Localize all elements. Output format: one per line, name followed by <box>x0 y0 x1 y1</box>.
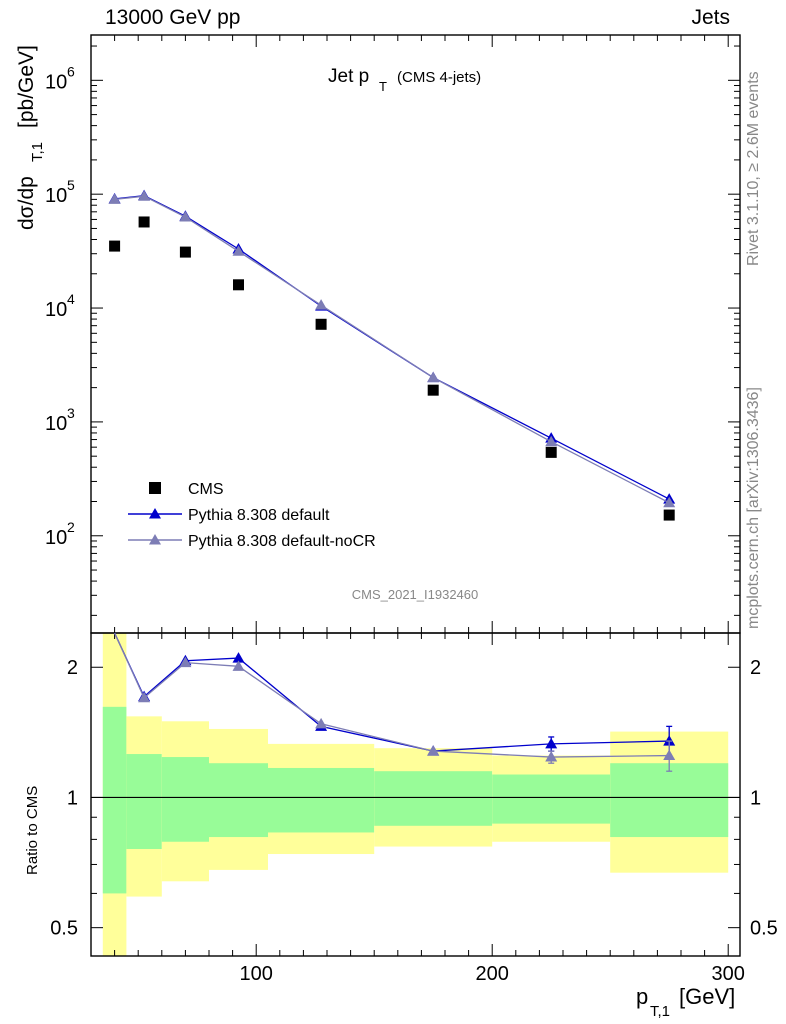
ratio-uncertainty-bands <box>91 633 740 956</box>
ratio-point-1 <box>427 745 440 756</box>
ratio-line-1 <box>114 632 670 758</box>
band-inner-0 <box>102 706 127 894</box>
x-tick-label: 300 <box>712 963 745 985</box>
ratio-y-tick-label-right: 1 <box>750 787 761 809</box>
ratio-point-1 <box>179 656 192 668</box>
series-line-2 <box>114 195 670 504</box>
series-point-2 <box>138 190 151 201</box>
data-point-cms <box>545 446 557 458</box>
chart-frames <box>90 34 741 957</box>
xlabel-subscript: T,1 <box>650 1003 670 1020</box>
y-tick-label-exponent: 4 <box>67 291 75 307</box>
title-main-text: Jet p <box>328 66 369 87</box>
legend-marker-2 <box>149 534 161 545</box>
y-tick-label-exponent: 3 <box>67 405 75 421</box>
y-tick-label-exponent: 6 <box>67 63 75 79</box>
data-point-cms <box>179 246 191 258</box>
band-inner-2 <box>161 757 209 842</box>
main-series <box>108 189 676 521</box>
series-point-2 <box>545 435 558 447</box>
band-inner-7 <box>610 763 729 838</box>
series-line-1 <box>114 195 670 500</box>
x-tick-label: 200 <box>476 963 509 985</box>
band-inner-4 <box>268 767 375 833</box>
title-extra-text: (CMS 4-jets) <box>397 69 481 86</box>
ratio-y-tick-label-right: 0.5 <box>750 918 778 940</box>
ratio-y-tick-label-right: 2 <box>750 657 761 679</box>
data-point-cms <box>138 216 150 228</box>
title-subscript: T <box>379 79 387 94</box>
header-jets-label: Jets <box>691 6 730 29</box>
legend-marker-cms <box>149 482 161 494</box>
ratio-line-0 <box>114 632 670 752</box>
legend-label-0: CMS <box>188 481 224 498</box>
ratio-point-0 <box>663 735 676 746</box>
y-tick-label-exponent: 5 <box>67 177 75 193</box>
data-point-cms <box>109 240 121 252</box>
legend-label-1: Pythia 8.308 default <box>188 507 330 524</box>
ratio-ylabel-text: Ratio to CMS <box>24 786 41 875</box>
data-point-cms <box>427 384 439 396</box>
ratio-y-tick-label-left: 1 <box>67 787 78 809</box>
ylabel-main-text: dσ/dp <box>15 176 38 230</box>
y-tick-label-base: 10 <box>45 71 67 93</box>
band-inner-5 <box>374 771 493 826</box>
y-tick-label-base: 10 <box>45 299 67 321</box>
y-tick-label-base: 10 <box>45 413 67 435</box>
y-tick-label-base: 10 <box>45 527 67 549</box>
header-energy-label: 13000 GeV pp <box>105 6 241 29</box>
series-point-2 <box>179 211 192 222</box>
ratio-plot-frame <box>90 632 741 957</box>
ratio-point-1 <box>315 717 328 729</box>
y-tick-label-exponent: 2 <box>67 519 75 535</box>
x-tick-label: 100 <box>240 963 273 985</box>
data-point-cms <box>663 509 675 521</box>
ratio-point-1 <box>138 691 151 703</box>
ratio-y-tick-label-left: 0.5 <box>50 918 78 940</box>
legend-marker-1 <box>149 508 161 519</box>
xlabel-main-text: p <box>636 984 648 1009</box>
ratio-series <box>114 632 676 772</box>
chart-legend: CMS Pythia 8.308 default Pythia 8.308 defa… <box>128 481 376 550</box>
data-point-cms <box>233 279 244 291</box>
band-inner-6 <box>492 774 611 824</box>
xlabel-unit: [GeV] <box>679 984 735 1009</box>
series-point-2 <box>663 496 676 508</box>
x-axis-label: p T,1 [GeV] <box>636 984 735 1020</box>
ratio-point-0 <box>545 737 558 749</box>
band-inner-1 <box>126 754 162 850</box>
series-point-2 <box>108 193 121 204</box>
main-chart-title: Jet p T (CMS 4-jets) <box>328 66 481 94</box>
ylabel-subscript: T,1 <box>29 142 46 162</box>
ratio-point-1 <box>545 751 558 762</box>
analysis-watermark: CMS_2021_I1932460 <box>352 587 479 602</box>
series-point-2 <box>232 245 245 256</box>
ratio-point-1 <box>232 660 245 671</box>
ratio-point-1 <box>663 749 676 761</box>
series-point-2 <box>315 299 328 310</box>
legend-label-2: Pythia 8.308 default-noCR <box>188 533 376 550</box>
ratio-y-axis-label: Ratio to CMS <box>24 786 41 875</box>
ratio-point-0 <box>232 652 245 663</box>
data-point-cms <box>315 318 327 330</box>
y-tick-label-base: 10 <box>45 185 67 207</box>
main-y-axis-label: dσ/dp T,1 [pb/GeV] <box>15 45 46 230</box>
series-point-2 <box>427 371 440 383</box>
ylabel-unit: [pb/GeV] <box>15 45 38 128</box>
band-inner-3 <box>209 763 268 838</box>
ratio-y-tick-label-left: 2 <box>67 657 78 679</box>
